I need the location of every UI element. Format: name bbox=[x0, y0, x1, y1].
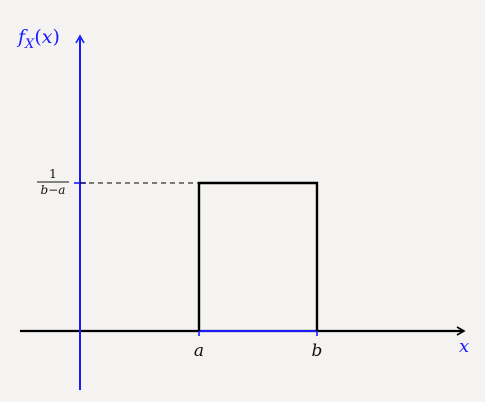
x-axis-label: x bbox=[459, 336, 469, 357]
pdf-series-line bbox=[197, 181, 319, 331]
y-tick-denominator: b−a bbox=[41, 183, 66, 197]
x-tick-label-a: a bbox=[194, 341, 204, 361]
y-tick-numerator: 1 bbox=[49, 167, 57, 181]
y-axis-label: fX(x) bbox=[16, 26, 60, 52]
y-tick-label: 1 b−a bbox=[37, 167, 69, 197]
x-tick-label-b: b bbox=[312, 341, 323, 361]
